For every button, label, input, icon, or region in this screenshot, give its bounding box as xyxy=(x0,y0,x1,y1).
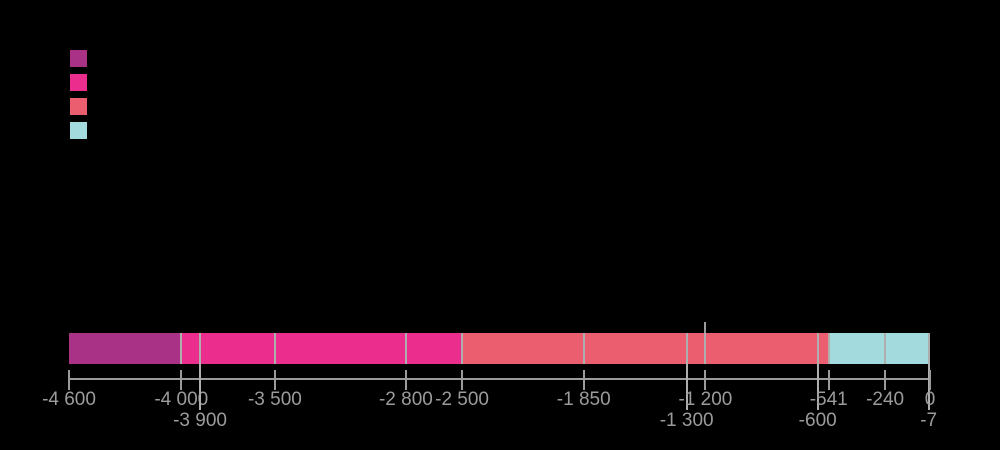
era-segment-1 xyxy=(69,333,182,364)
segment-divider xyxy=(704,333,707,364)
x-axis-tick xyxy=(929,370,931,390)
x-axis-line xyxy=(69,378,930,380)
x-axis-tick xyxy=(685,333,688,410)
legend-swatch-era-3 xyxy=(70,98,87,115)
segment-divider xyxy=(461,333,464,364)
legend-swatch-era-2 xyxy=(70,74,87,91)
x-axis-tick-label: -240 xyxy=(866,389,905,410)
x-axis-tick-label: -541 xyxy=(809,389,848,410)
legend-swatch-era-1 xyxy=(70,50,87,67)
x-axis-tick xyxy=(404,370,407,390)
x-axis-tick-label: -2 500 xyxy=(435,389,489,410)
era-segment-4 xyxy=(828,333,929,364)
x-axis-tick xyxy=(273,370,276,390)
x-axis-tick-label: -7 xyxy=(920,410,938,431)
x-axis-tick-label: 0 xyxy=(924,389,936,410)
era-segment-2 xyxy=(181,333,463,364)
era-segment-3 xyxy=(462,333,829,364)
x-axis-tick xyxy=(180,370,183,390)
x-axis-tick xyxy=(816,333,819,410)
x-axis-tick-label: -3 500 xyxy=(247,389,302,410)
x-axis-tick-label: -600 xyxy=(798,410,837,431)
x-axis-tick-label: -1 200 xyxy=(678,389,733,410)
x-axis-tick-label: -1 850 xyxy=(556,389,611,410)
legend-swatch-era-4 xyxy=(70,122,87,139)
x-axis-tick xyxy=(827,370,830,390)
segment-divider xyxy=(273,333,276,364)
x-axis-tick-label: -4 000 xyxy=(154,389,209,410)
x-axis-tick-label: -4 600 xyxy=(42,389,96,410)
x-axis-tick xyxy=(68,370,70,390)
x-axis-tick-label: -1 300 xyxy=(659,410,714,431)
x-axis-tick-label: -3 900 xyxy=(173,410,227,431)
segment-divider xyxy=(404,333,407,364)
segment-divider xyxy=(582,333,585,364)
x-axis-tick xyxy=(461,370,464,390)
segment-divider xyxy=(884,333,887,364)
x-axis-tick xyxy=(927,333,930,410)
x-axis-tick xyxy=(884,370,887,390)
x-axis-tick xyxy=(704,370,707,390)
segment-divider xyxy=(180,333,183,364)
x-axis-tick-label: -2 800 xyxy=(378,389,433,410)
segment-divider xyxy=(827,333,830,364)
annotation-marker-line xyxy=(704,322,707,333)
x-axis-tick xyxy=(199,333,202,410)
x-axis-tick xyxy=(582,370,585,390)
